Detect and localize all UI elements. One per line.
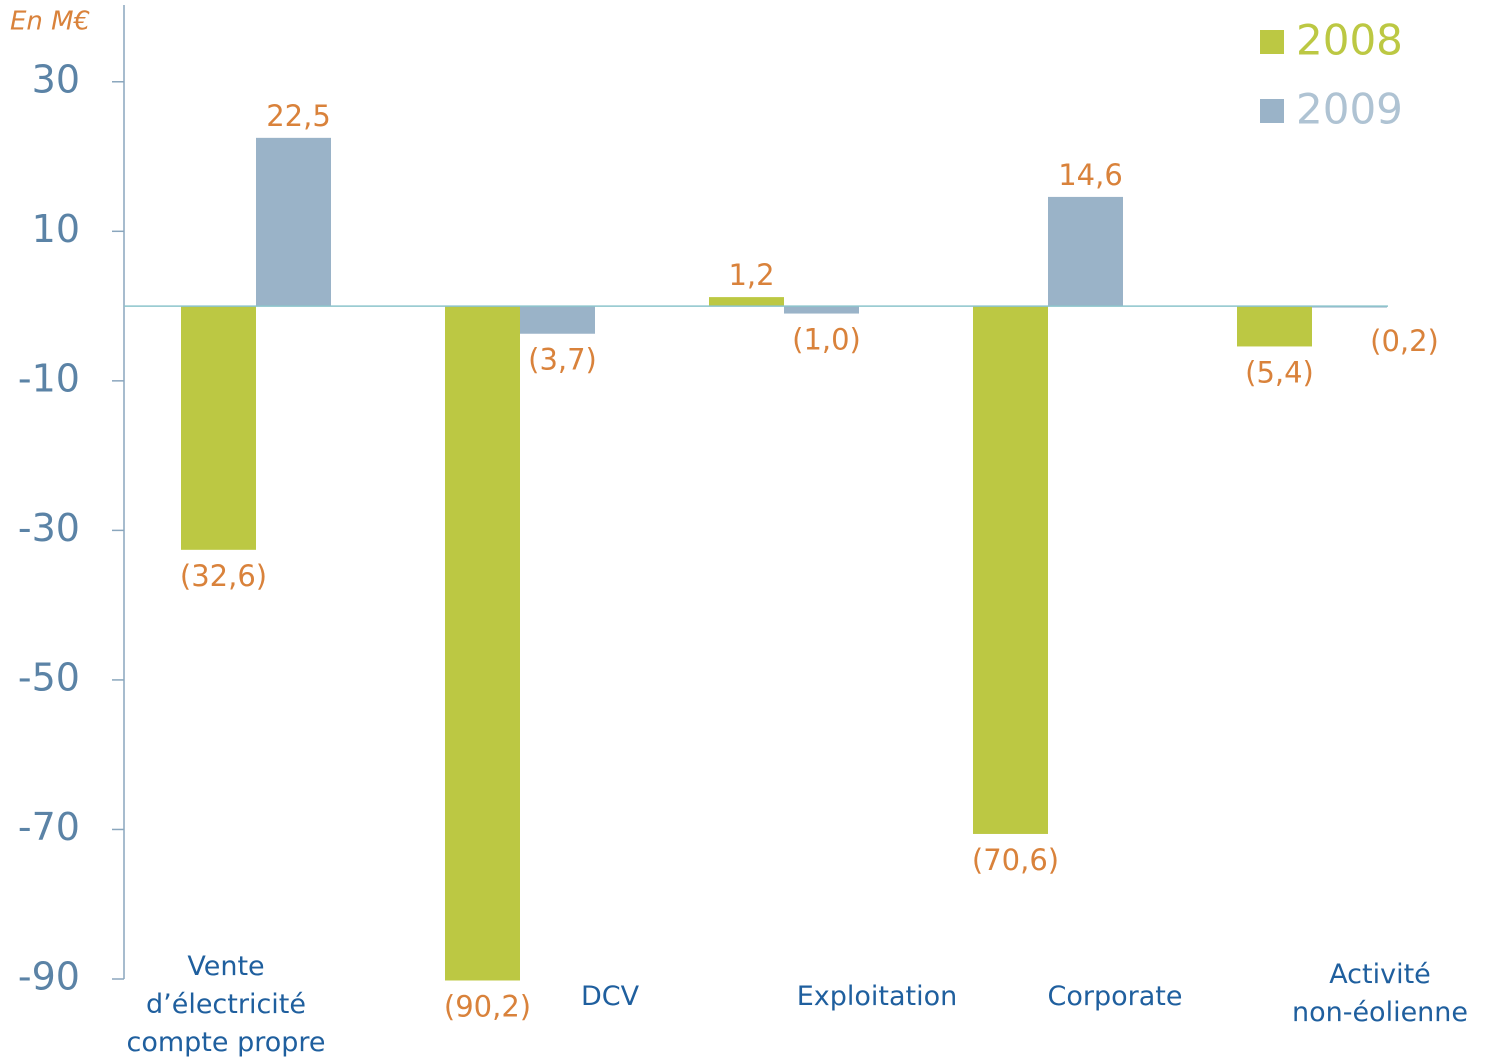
x-tick-label: Vente d’électricité compte propre: [126, 951, 325, 1058]
data-label: (90,2): [444, 989, 531, 1023]
bar: [1237, 306, 1312, 347]
bar: [784, 306, 859, 314]
data-label: (70,6): [972, 843, 1059, 877]
legend-swatch: [1260, 99, 1284, 123]
data-label: (3,7): [528, 343, 597, 377]
data-label: 14,6: [1058, 158, 1123, 192]
y-tick-label: -90: [18, 955, 80, 999]
y-tick-label: -10: [18, 356, 80, 400]
data-label: 22,5: [266, 99, 331, 133]
x-tick-label: DCV: [581, 981, 640, 1012]
bar: [256, 137, 331, 307]
x-tick-label: Exploitation: [797, 981, 958, 1012]
y-tick-label: -30: [18, 506, 80, 550]
bar: [1048, 196, 1123, 307]
x-tick-label: Corporate: [1048, 981, 1183, 1012]
y-tick-label: 30: [32, 57, 80, 101]
data-label: (32,6): [180, 559, 267, 593]
legend-label: 2008: [1296, 16, 1403, 65]
legend-label: 2009: [1296, 85, 1403, 134]
legend-swatch: [1260, 30, 1284, 54]
bar: [445, 306, 520, 981]
bar: [973, 306, 1048, 834]
x-tick-label: Activité non-éolienne: [1292, 959, 1468, 1028]
data-label: (1,0): [792, 323, 861, 357]
unit-label: En M€: [10, 7, 90, 37]
bar: [520, 306, 595, 334]
data-label: (0,2): [1370, 324, 1439, 358]
data-label: (5,4): [1245, 355, 1314, 389]
bar: [709, 297, 784, 307]
y-tick-label: -50: [18, 655, 80, 699]
y-tick-label: -70: [18, 805, 80, 849]
y-tick-label: 10: [32, 207, 80, 251]
data-label: 1,2: [728, 258, 774, 292]
bar: [181, 306, 256, 550]
